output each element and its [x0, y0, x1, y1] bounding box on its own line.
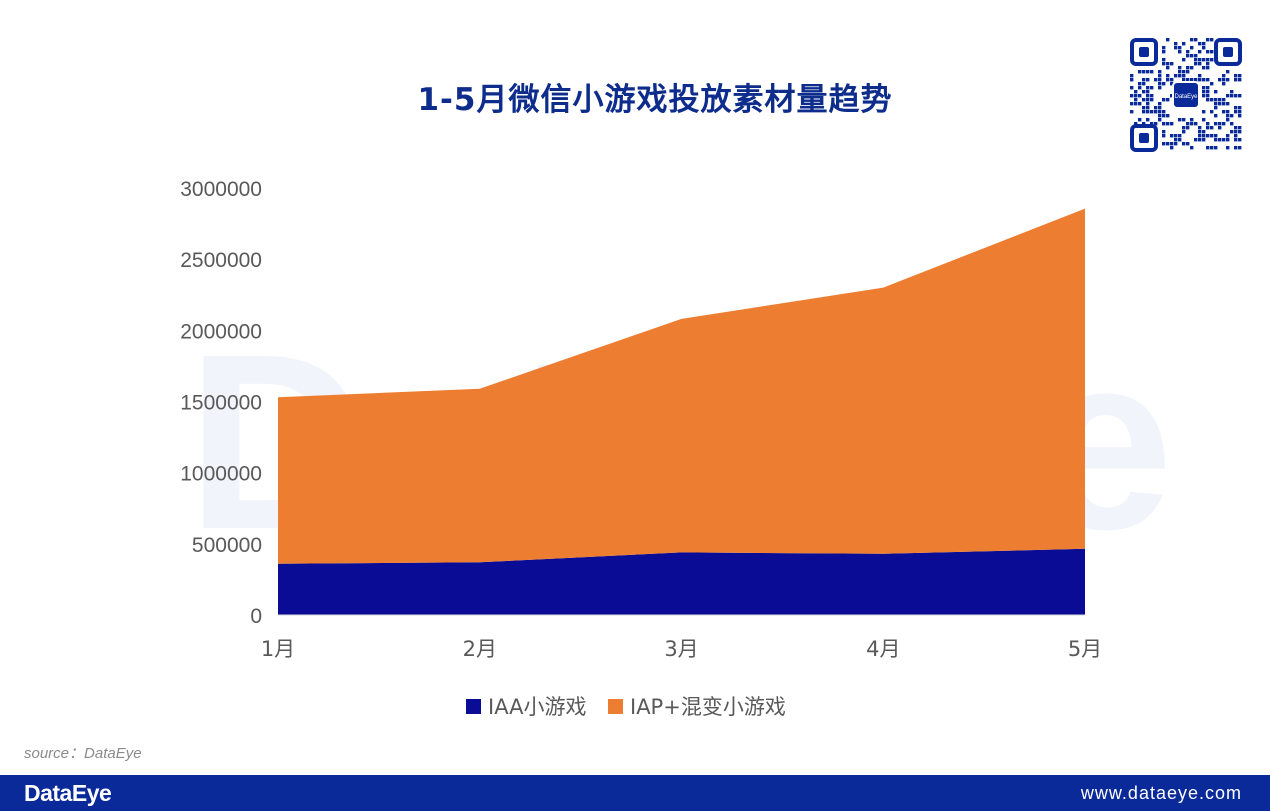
x-tick-label: 5月 — [1068, 637, 1102, 661]
qr-finder-bl — [1130, 124, 1158, 152]
y-tick-label: 3000000 — [180, 178, 262, 201]
chart-areas — [278, 208, 1085, 615]
area-series-2 — [278, 208, 1085, 564]
footer-bar: DataEye www.dataeye.com — [0, 775, 1270, 811]
footer-brand-logo: DataEye — [24, 780, 112, 806]
legend-swatch-2 — [608, 699, 623, 714]
stacked-area-chart: DataEye 05000001000000150000020000002500… — [180, 178, 1173, 719]
y-axis-ticks: 0 500000 1000000 1500000 2000000 2500000 30000… — [180, 178, 262, 628]
qr-finder-tl — [1130, 38, 1158, 66]
y-tick-label: 0 — [250, 605, 262, 628]
page-title: 1-5月微信小游戏投放素材量趋势 — [417, 82, 893, 118]
y-tick-label: 1000000 — [180, 463, 262, 486]
qr-code: DataEye — [1130, 38, 1242, 152]
footer-url: www.dataeye.com — [1080, 783, 1242, 803]
qr-center-logo — [1172, 81, 1200, 109]
x-tick-label: 3月 — [664, 637, 698, 661]
qr-logo-text: DataEye — [1174, 94, 1198, 100]
legend-swatch-1 — [466, 699, 481, 714]
y-tick-label: 2000000 — [180, 320, 262, 343]
qr-modules — [1130, 38, 1242, 150]
y-tick-label: 500000 — [192, 534, 262, 557]
x-tick-label: 2月 — [463, 637, 497, 661]
x-axis-ticks: 1月 2月 3月 4月 5月 — [261, 637, 1102, 661]
x-tick-label: 1月 — [261, 637, 295, 661]
x-tick-label: 4月 — [866, 637, 900, 661]
legend-label-2: IAP+混变小游戏 — [630, 695, 786, 719]
qr-finder-tr — [1214, 38, 1242, 66]
source-note: source：DataEye — [24, 745, 142, 762]
area-series-1 — [278, 548, 1085, 615]
legend-label-1: IAA小游戏 — [488, 695, 587, 719]
y-tick-label: 2500000 — [180, 249, 262, 272]
y-tick-label: 1500000 — [180, 392, 262, 415]
legend: IAA小游戏 IAP+混变小游戏 — [466, 695, 786, 719]
